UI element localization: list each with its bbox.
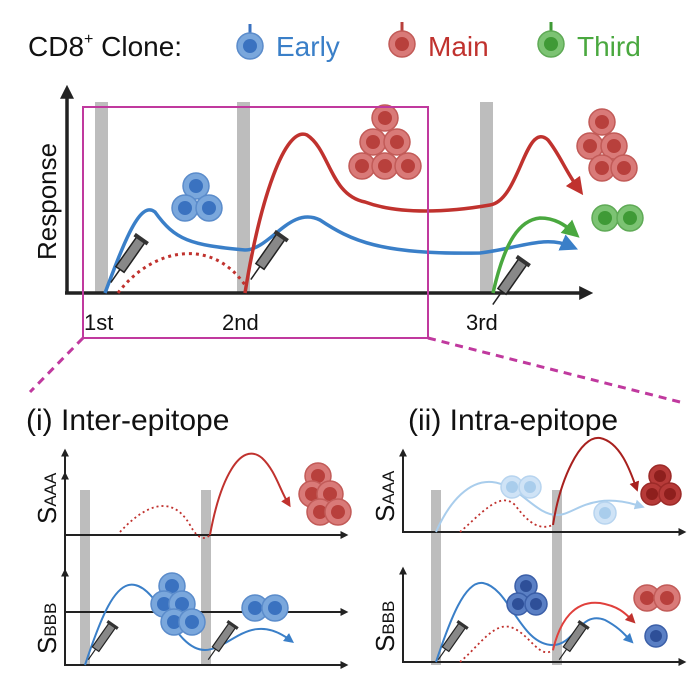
third-curve bbox=[491, 216, 580, 294]
light-blue-cell bbox=[593, 501, 617, 525]
early-cell-cluster bbox=[171, 172, 223, 222]
legend-early: Early bbox=[276, 31, 340, 62]
panel-inter-epitope: (i) Inter-epitope SAAA SBBB bbox=[26, 404, 352, 669]
main-cell-cluster bbox=[298, 462, 352, 526]
svg-text:CD8+ Clone:: CD8+ Clone: bbox=[28, 31, 182, 62]
y-axis-label: Response bbox=[32, 143, 62, 260]
bar-2nd bbox=[237, 102, 250, 293]
y-label-sbbb: SBBB bbox=[32, 603, 62, 654]
panel-title: (i) Inter-epitope bbox=[26, 404, 229, 437]
panel-intra-epitope: (ii) Intra-epitope SAAA SBBB bbox=[370, 404, 687, 666]
top-plot: Response 1st 2nd 3rd bbox=[28, 84, 681, 404]
main-cell-icon bbox=[388, 22, 416, 58]
dark-blue-cell bbox=[644, 624, 668, 648]
zoom-line-left bbox=[28, 336, 85, 394]
y-label-saaa: SAAA bbox=[370, 470, 400, 522]
tick-3rd: 3rd bbox=[466, 310, 498, 335]
legend-prefix: CD8 bbox=[28, 31, 84, 62]
panel-title: (ii) Intra-epitope bbox=[408, 404, 618, 437]
tick-2nd: 2nd bbox=[222, 310, 259, 335]
main-dotted-curve bbox=[116, 252, 247, 294]
dark-blue-cell-cluster bbox=[506, 574, 548, 616]
early-cell-pair bbox=[241, 594, 289, 622]
early-cell-cluster bbox=[150, 572, 206, 636]
legend-third: Third bbox=[577, 31, 641, 62]
early-curve bbox=[103, 208, 579, 294]
legend-suffix: Clone: bbox=[93, 31, 182, 62]
dark-red-cell-cluster bbox=[640, 464, 682, 506]
bar-3rd bbox=[480, 102, 493, 293]
tick-1st: 1st bbox=[84, 310, 113, 335]
red-cell-pair bbox=[633, 584, 681, 612]
y-label-sbbb: SBBB bbox=[370, 601, 400, 652]
zoom-line-right bbox=[427, 336, 681, 404]
highlight-box bbox=[82, 106, 429, 339]
main-cell-cluster-3rd bbox=[576, 108, 638, 182]
bar-1st bbox=[95, 102, 108, 293]
third-cell-icon bbox=[537, 22, 565, 58]
y-label-saaa: SAAA bbox=[32, 472, 62, 524]
third-cell-pair bbox=[591, 204, 644, 232]
main-cell-cluster bbox=[348, 104, 422, 180]
legend-superscript: + bbox=[84, 31, 93, 48]
legend-main: Main bbox=[428, 31, 489, 62]
main-curve bbox=[243, 132, 584, 294]
legend: CD8+ Clone: Early Main Third bbox=[28, 22, 641, 62]
early-cell-icon bbox=[236, 24, 264, 60]
